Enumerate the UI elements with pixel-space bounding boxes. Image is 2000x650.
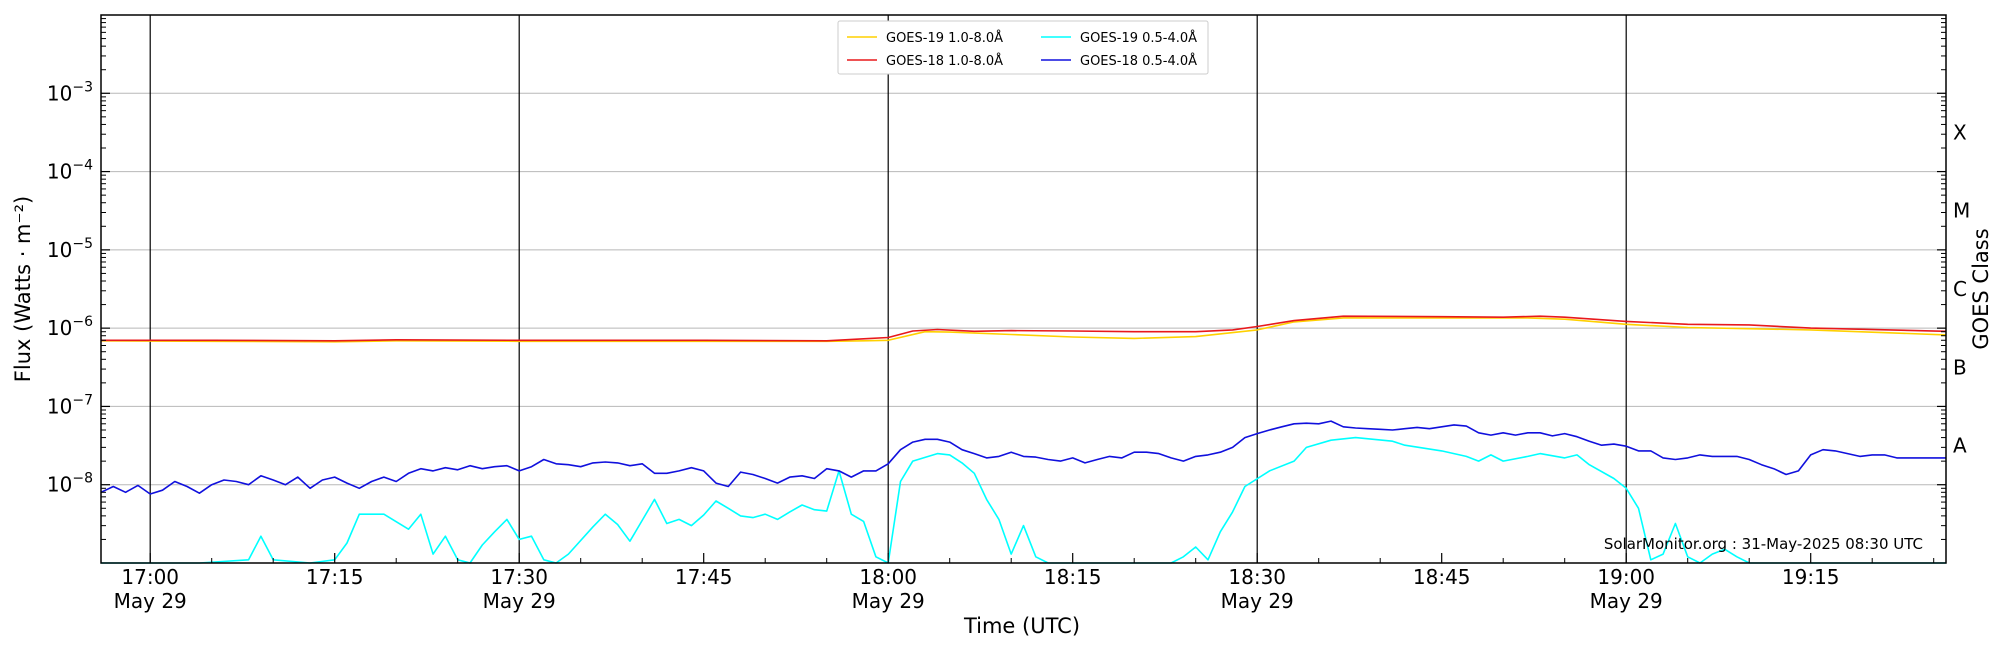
x-axis-title: Time (UTC): [963, 614, 1080, 638]
x-tick-label: 17:45: [675, 565, 733, 589]
flux-series: [100, 315, 1947, 564]
y-tick-label: 10−5: [47, 236, 93, 262]
grid-lines: [101, 92, 1946, 486]
legend-label: GOES-19 0.5-4.0Å: [1080, 30, 1197, 46]
plot-frame: [100, 14, 1947, 564]
y-axis-title: Flux (Watts · m⁻²): [11, 196, 35, 382]
legend-label: GOES-19 1.0-8.0Å: [886, 30, 1003, 46]
goes-class-labels: A B C M X: [1953, 120, 1970, 457]
y-tick-label: 10−3: [47, 79, 93, 105]
x-tick-date: May 29: [483, 589, 556, 613]
y-tick-label: 10−8: [47, 471, 93, 497]
series-line: [100, 420, 1946, 495]
series-line: [101, 436, 1946, 564]
y-tick-label: 10−7: [47, 392, 93, 418]
series-line: [100, 317, 1947, 343]
x-tick-date: May 29: [852, 589, 925, 613]
legend: GOES-19 1.0-8.0Å GOES-18 1.0-8.0Å GOES-19 …: [837, 20, 1209, 75]
goes-class-label: B: [1953, 355, 1967, 379]
goes-class-label: M: [1953, 199, 1970, 223]
goes-class-label: C: [1953, 277, 1967, 301]
x-tick-label: 17:00: [121, 565, 179, 589]
x-tick-label: 18:30: [1228, 565, 1286, 589]
x-tick-label: 19:15: [1782, 565, 1840, 589]
goes-class-label: A: [1953, 434, 1967, 458]
right-axis-title: GOES Class: [1969, 228, 1993, 349]
x-tick-label: 18:15: [1044, 565, 1102, 589]
legend-box: [837, 20, 1209, 75]
y-tick-label: 10−4: [47, 158, 93, 184]
x-tick-label: 18:45: [1413, 565, 1471, 589]
legend-label: GOES-18 0.5-4.0Å: [1080, 53, 1197, 69]
y-tick-label: 10−6: [47, 314, 93, 340]
x-tick-label: 17:30: [490, 565, 548, 589]
goes-class-label: X: [1953, 120, 1967, 144]
y-ticks: 10−8 10−7 10−6 10−5 10−4 10−3: [47, 18, 1946, 540]
legend-label: GOES-18 1.0-8.0Å: [886, 53, 1003, 69]
x-tick-label: 18:00: [859, 565, 917, 589]
x-tick-date: May 29: [1590, 589, 1663, 613]
source-annotation: SolarMonitor.org : 31-May-2025 08:30 UTC: [1604, 535, 1923, 553]
x-tick-label: 17:15: [306, 565, 364, 589]
x-tick-label: 19:00: [1597, 565, 1655, 589]
series-line: [101, 315, 1947, 342]
x-tick-date: May 29: [1221, 589, 1294, 613]
x-tick-date: May 29: [114, 589, 187, 613]
